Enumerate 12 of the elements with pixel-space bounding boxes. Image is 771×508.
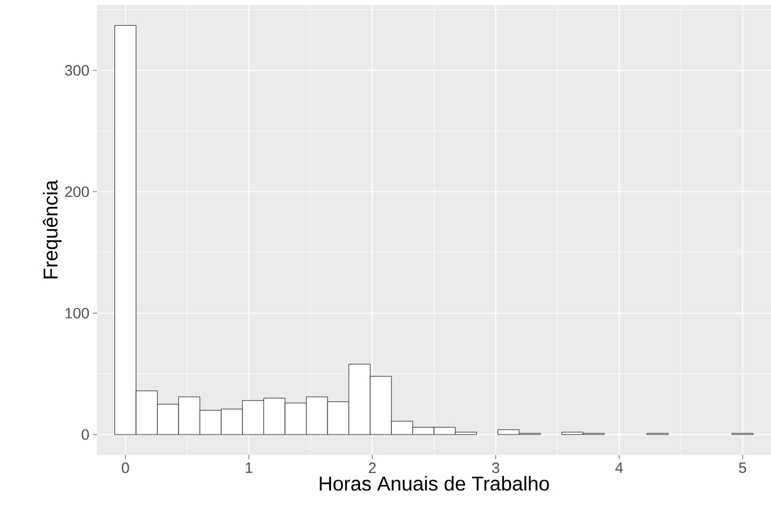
x-tick-label: 0	[122, 462, 129, 474]
x-tick-label: 5	[739, 462, 746, 473]
y-tick-label: 100	[66, 308, 89, 318]
y-tick-label: 200	[65, 186, 89, 198]
x-tick-label: 1	[246, 462, 252, 473]
y-tick-label: 300	[65, 65, 89, 76]
x-tick-label: 2	[368, 462, 376, 473]
y-tick-label: 0	[82, 429, 89, 440]
x-axis-title: Horas Anuais de Trabalho	[320, 476, 549, 491]
x-tick-label: 3	[492, 462, 500, 474]
y-axis-title: Frequência	[42, 180, 62, 278]
x-tick-label: 4	[615, 462, 623, 473]
